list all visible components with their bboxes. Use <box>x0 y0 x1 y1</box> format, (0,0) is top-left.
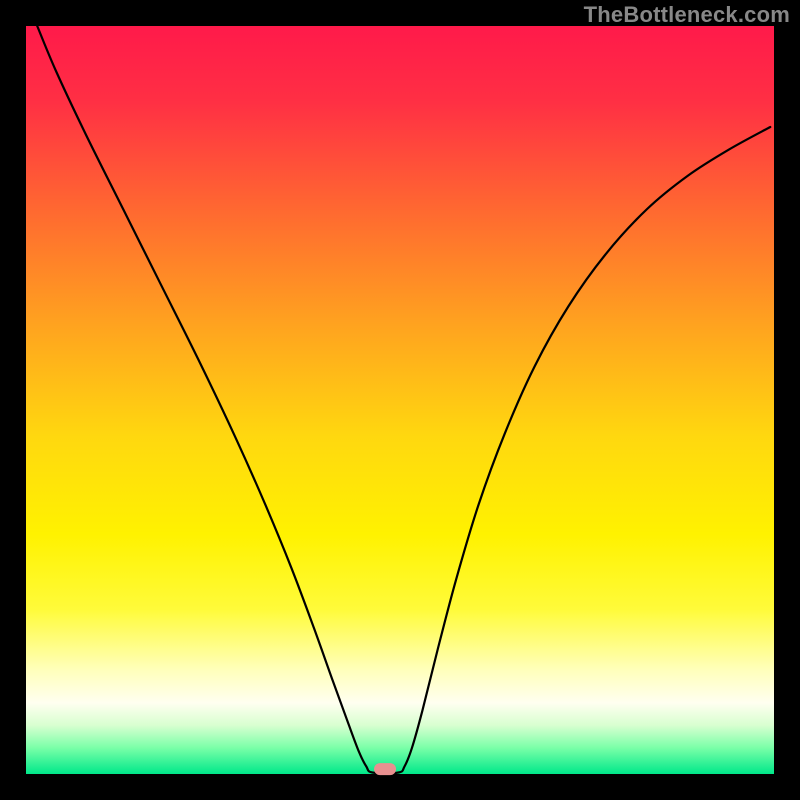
optimal-marker <box>374 763 396 775</box>
watermark-text: TheBottleneck.com <box>584 2 790 28</box>
plot-background-gradient <box>26 26 774 774</box>
chart-container: TheBottleneck.com <box>0 0 800 800</box>
bottleneck-chart <box>0 0 800 800</box>
